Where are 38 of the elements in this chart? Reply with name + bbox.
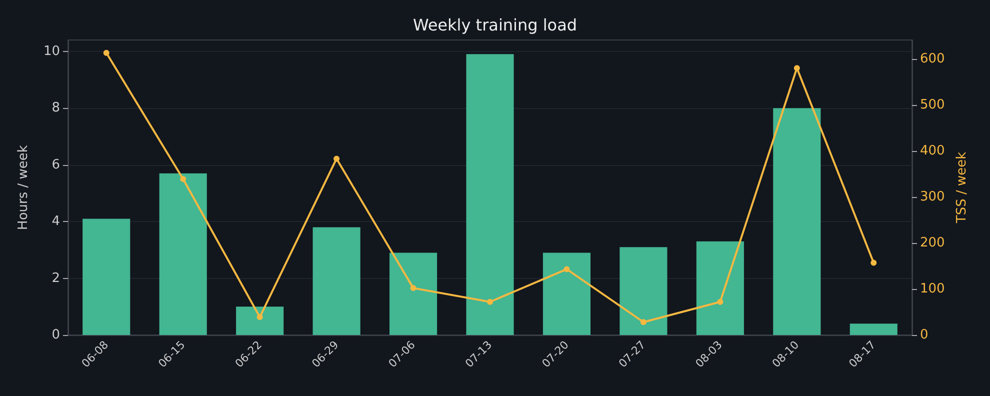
y-tick-label: 0 (52, 328, 60, 342)
y-tick-label: 4 (52, 214, 60, 230)
point (103, 50, 110, 56)
bar (389, 252, 438, 335)
y2-tick-label: 0 (920, 328, 928, 342)
bar (312, 227, 360, 335)
point (794, 65, 800, 72)
bar (620, 247, 668, 335)
point (640, 319, 646, 326)
bar (773, 108, 821, 335)
point (180, 176, 186, 182)
y2-tick-label: 400 (920, 143, 945, 158)
point (256, 314, 263, 320)
bar (82, 218, 130, 335)
y2-tick-label: 500 (920, 97, 945, 112)
y2-tick-label: 300 (920, 189, 945, 204)
y-tick-label: 2 (52, 270, 60, 286)
y2-tick-label: 200 (920, 235, 945, 250)
chart-title: Weekly training load (412, 16, 578, 34)
bar (696, 241, 744, 335)
y-axis-title: Hours / week (16, 144, 31, 230)
point (717, 298, 724, 305)
y-tick-label: 8 (52, 100, 60, 116)
bar (159, 173, 207, 335)
bar (236, 306, 284, 335)
y2-tick-label: 600 (920, 51, 945, 66)
bar (542, 252, 591, 335)
y-tick-label: 6 (52, 157, 60, 172)
point (564, 266, 570, 272)
y-tick-label: 10 (43, 44, 60, 59)
bar (466, 54, 514, 335)
y2-axis-title: TSS / week (954, 151, 970, 224)
point (487, 298, 493, 305)
point (410, 285, 416, 292)
point (334, 156, 340, 162)
y2-tick-label: 100 (920, 281, 945, 296)
point (870, 260, 877, 266)
bar (850, 324, 898, 335)
